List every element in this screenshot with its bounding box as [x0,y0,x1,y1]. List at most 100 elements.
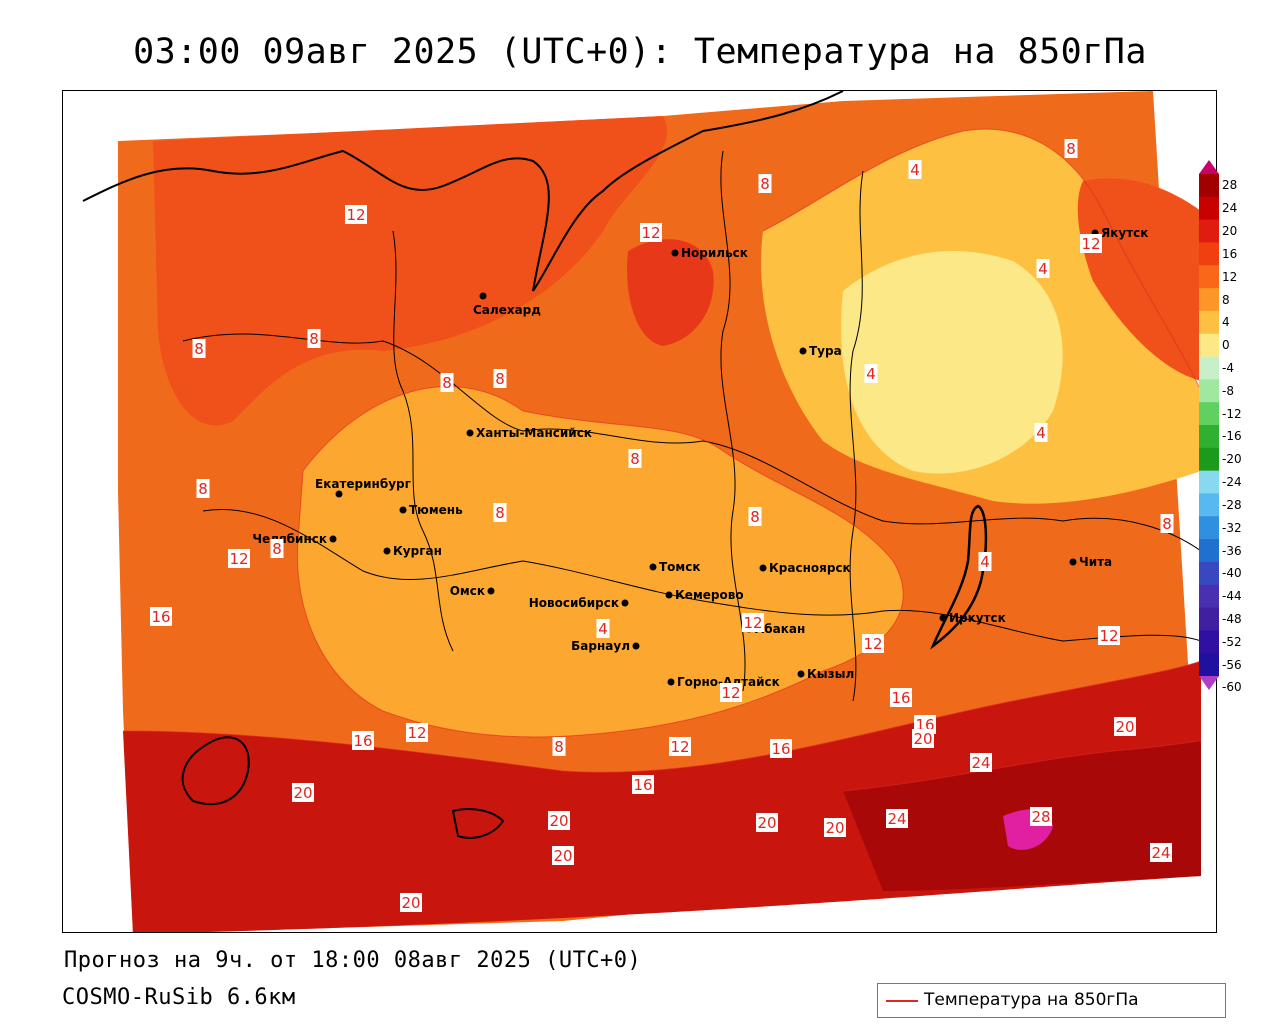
city-label: Курган [393,544,442,558]
isotherm-label: 16 [771,740,790,758]
colorbar-swatch [1199,219,1219,243]
isotherm-label-bg [912,729,934,748]
isotherm-label-bg [270,539,284,558]
isotherm-label-bg [748,507,762,526]
city-dot-icon [479,292,487,300]
colorbar-tick-label: 4 [1222,315,1230,330]
isotherm-label: 4 [910,161,920,179]
isotherm-label: 20 [913,730,932,748]
isotherm-label: 16 [633,776,652,794]
isotherm-label: 8 [1162,515,1172,533]
colorbar-tick-label: 24 [1222,201,1238,216]
isotherm-label-bg [978,552,992,571]
isotherm-label: 8 [272,540,282,558]
model-info: COSMO-RuSib 6.6км [62,985,296,1010]
isotherm-label: 20 [1115,718,1134,736]
isotherm-label-bg [228,549,250,568]
isotherm-label-bg [1030,807,1052,826]
colorbar-tick-label: 0 [1222,338,1230,353]
colorbar-swatch [1199,516,1219,540]
isotherm-label: 4 [1036,424,1046,442]
field-norilsk-12 [627,239,714,346]
isotherm-label: 20 [553,847,572,865]
isotherm-label: 8 [198,480,208,498]
isotherm-label-bg [150,607,172,626]
city-label: Новосибирск [529,596,619,610]
isotherm-label-bg [1160,514,1174,533]
isotherm-label: 12 [1081,235,1100,253]
city-dot-icon [335,490,343,498]
field-nw-12 [153,116,668,426]
isotherm-label: 12 [346,206,365,224]
colorbar-tick-label: -44 [1222,589,1242,604]
colorbar-swatch [1199,242,1219,266]
colorbar-tick-label: -60 [1222,680,1242,695]
isotherm-label-bg [669,737,691,756]
city-dot-icon [665,591,673,599]
colorbar-tick-label: -24 [1222,475,1242,490]
colorbar-tick-label: 8 [1222,292,1230,307]
colorbar-tick-label: -4 [1222,360,1234,375]
isotherm-label-bg [352,731,374,750]
city-dot-icon [1069,558,1077,566]
isotherm-label-bg [1036,259,1050,278]
isotherm-label-bg [824,818,846,837]
isotherm-label-bg [192,339,206,358]
isotherm-label-bg [552,846,574,865]
forecast-info: Прогноз на 9ч. от 18:00 08авг 2025 (UTC+… [64,948,642,973]
colorbar-tick-label: -16 [1222,429,1242,444]
colorbar-top-arrow [1199,160,1219,174]
colorbar-swatch [1199,196,1219,221]
isotherm-label-bg [196,479,210,498]
isotherm-label: 20 [293,784,312,802]
colorbar-tick-label: -36 [1222,543,1242,558]
isotherm-label-bg [552,737,566,756]
isotherm-label-bg [970,753,992,772]
isotherm-label-bg [758,174,772,193]
isotherm-label-bg [1150,843,1172,862]
legend-label: Температура на 850гПа [924,990,1139,1010]
city-dot-icon [797,670,805,678]
isotherm-label-bg [440,373,454,392]
border-4 [720,150,746,692]
isotherm-label: 12 [407,724,426,742]
isotherm-label: 8 [495,504,505,522]
city-dot-icon [632,642,640,650]
isotherm-label-bg [756,813,778,832]
isotherm-label: 4 [866,365,876,383]
isotherm-label-bg [720,683,742,702]
border-3 [392,230,454,652]
colorbar-tick-label: -52 [1222,634,1242,649]
colorbar-tick-label: 20 [1222,224,1238,239]
isotherm-label-bg [548,811,570,830]
isotherm-label: 24 [887,810,906,828]
border-2 [202,509,1202,642]
isotherm-label: 4 [980,553,990,571]
isotherm-labels-layer: 12 12 8 8 8 8 8 8 12 16 16 12 20 8 16 20 20 20 20 20 24 24 28 2… [150,139,1174,912]
isotherm-label: 20 [401,894,420,912]
isotherm-label: 24 [971,754,990,772]
caspian-region [181,736,250,806]
isotherm-label: 8 [760,175,770,193]
isotherm-label: 20 [549,812,568,830]
cities-layer: Норильск Якутск Салехард Тура Ханты-Мансийск… [252,226,1148,689]
map-canvas: Норильск Якутск Салехард Тура Ханты-Мансийск… [62,90,1217,933]
isotherm-label-bg [1064,139,1078,158]
isotherm-label: 8 [1066,140,1076,158]
colorbar-swatch [1199,584,1219,609]
legend-line-swatch [886,1000,918,1002]
colorbar-tick-label: -12 [1222,406,1242,421]
isotherm-label-bg [908,160,922,179]
colorbar-swatch [1199,607,1219,631]
isotherm-label-bg [307,329,321,348]
temperature-field [118,91,1201,932]
isotherm-label: 8 [630,450,640,468]
isotherm-label: 4 [598,620,608,638]
city-label: Барнаул [571,639,630,653]
city-label: Горно-Алтайск [677,675,780,689]
isotherm-label-bg [400,893,422,912]
colorbar-swatch [1199,174,1219,198]
isotherm-label: 28 [1031,808,1050,826]
isotherm-label: 16 [891,689,910,707]
coastline-north [82,91,844,292]
